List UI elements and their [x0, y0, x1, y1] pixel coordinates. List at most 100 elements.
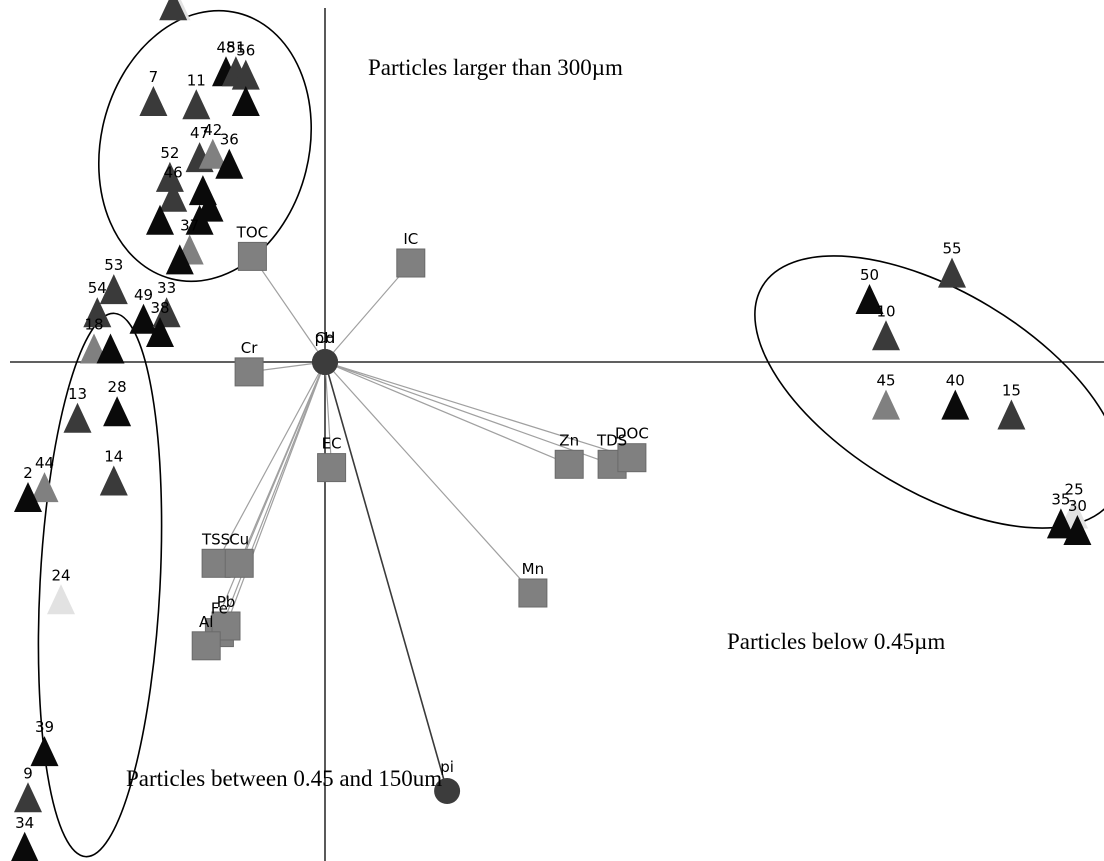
sample-marker-11: [182, 89, 211, 120]
sample-marker-39: [30, 736, 59, 767]
sample-label-34: 34: [15, 814, 34, 832]
sample-marker-30: [1063, 515, 1092, 545]
annotation-fine-particles: Particles below 0.45µm: [727, 629, 945, 654]
sample-label-24: 24: [51, 566, 70, 584]
annotation-large-particles: Particles larger than 300µm: [368, 55, 623, 80]
sample-marker-5: [231, 86, 260, 116]
sample-marker-24: [47, 584, 75, 615]
sample-label-53: 53: [104, 256, 123, 274]
loading-line-al: [205, 361, 326, 647]
sample-marker-52: [155, 161, 184, 192]
sample-label-9: 9: [23, 764, 33, 782]
sample-marker-25: [1060, 498, 1089, 529]
variable-label-ec: EC: [322, 435, 342, 453]
sample-label-50: 50: [860, 266, 879, 284]
sample-label-56: 56: [236, 42, 255, 60]
sample-marker-50: [855, 284, 884, 314]
loading-line-ic: [324, 262, 412, 363]
sample-marker-9: [14, 782, 42, 813]
sample-label-25: 25: [1065, 481, 1084, 499]
sample-marker-25: [96, 333, 125, 364]
loading-line-fe: [218, 361, 326, 633]
markers-layer: [11, 0, 1092, 861]
variable-label-mn: Mn: [522, 560, 544, 578]
sample-label-18: 18: [84, 316, 103, 334]
sample-marker-28: [103, 396, 132, 427]
sample-marker-55: [938, 257, 966, 288]
sample-label-42: 42: [203, 121, 222, 139]
loading-lines: [205, 256, 633, 792]
sample-label-39: 39: [35, 718, 54, 736]
variable-marker-ec: [317, 453, 347, 483]
sample-label-45: 45: [876, 372, 895, 390]
sample-marker-35: [1046, 508, 1075, 539]
cluster-ellipse-fine-particles: [754, 255, 1104, 529]
variable-marker-toc: [237, 241, 267, 271]
variable-marker-ph: [312, 349, 338, 375]
sample-marker-56: [231, 59, 260, 90]
variable-marker-doc: [617, 443, 647, 473]
loading-line-ec: [324, 361, 333, 468]
sample-label-15: 15: [1002, 382, 1021, 400]
annotation-medium-particles: Particles between 0.45 and 150um: [126, 766, 442, 791]
sample-label-46: 46: [164, 164, 183, 182]
sample-marker-38: [146, 317, 174, 347]
variable-label-tds: TDS: [596, 431, 627, 449]
variable-label-toc: TOC: [236, 223, 268, 241]
loading-line-tss: [215, 361, 326, 564]
sample-label-54: 54: [88, 279, 107, 297]
sample-marker-10: [872, 320, 900, 351]
variable-label-cr: Cr: [241, 339, 258, 357]
sample-label-38: 38: [150, 299, 169, 317]
loading-line-pb: [225, 361, 326, 627]
variable-marker-ic: [396, 248, 426, 278]
variable-marker-cu: [224, 548, 254, 578]
sample-label-33: 33: [157, 279, 176, 297]
sample-label-14: 14: [104, 448, 123, 466]
loading-line-mn: [324, 361, 534, 594]
variable-marker-zn: [554, 449, 584, 479]
sample-label-30: 30: [1068, 497, 1087, 515]
sample-marker-44: [30, 472, 59, 503]
variable-label-doc: DOC: [615, 425, 649, 443]
labels-layer: 2184851567114742365246375354493338181328…: [15, 38, 1087, 832]
loading-line-zn: [324, 361, 570, 465]
sample-label-10: 10: [876, 302, 895, 320]
variable-label-zn: Zn: [559, 431, 579, 449]
sample-label-52: 52: [160, 144, 179, 162]
variable-label-pi: pi: [440, 758, 454, 776]
sample-label-2: 2: [23, 464, 33, 482]
sample-marker-46: [159, 181, 188, 212]
variable-label-al: Al: [199, 613, 213, 631]
sample-label-37: 37: [180, 217, 199, 235]
sample-label-13: 13: [68, 385, 87, 403]
sample-marker-13: [63, 402, 92, 433]
sample-label-36: 36: [220, 131, 239, 149]
variable-marker-pi: [434, 778, 461, 804]
cluster-ellipse-large-particles: [97, 9, 313, 283]
sample-label-51: 51: [226, 38, 245, 56]
sample-marker-40: [941, 389, 970, 420]
sample-label-40: 40: [946, 372, 965, 390]
variable-label-cu: Cu: [229, 530, 249, 548]
variable-label-ic: IC: [403, 230, 418, 248]
sample-marker-42: [198, 138, 227, 169]
sample-marker-53: [99, 274, 128, 305]
sample-marker-15: [997, 399, 1026, 430]
loading-line-tds: [324, 361, 613, 465]
sample-marker-7: [139, 86, 168, 116]
variable-label-ph: pH: [315, 329, 336, 347]
sample-marker-36: [215, 148, 244, 179]
sample-marker-45: [872, 389, 900, 420]
loading-line-doc: [324, 361, 633, 459]
variable-label-fe: Fe: [211, 600, 228, 618]
sample-marker-18: [165, 244, 194, 275]
sample-label-44: 44: [35, 454, 54, 472]
variable-marker-cr: [234, 357, 264, 387]
sample-label-7: 7: [149, 68, 159, 86]
sample-marker-2: [14, 482, 42, 512]
sample-label-49: 49: [134, 286, 153, 304]
sample-marker-34: [11, 831, 39, 861]
sample-marker-8: [159, 0, 188, 21]
